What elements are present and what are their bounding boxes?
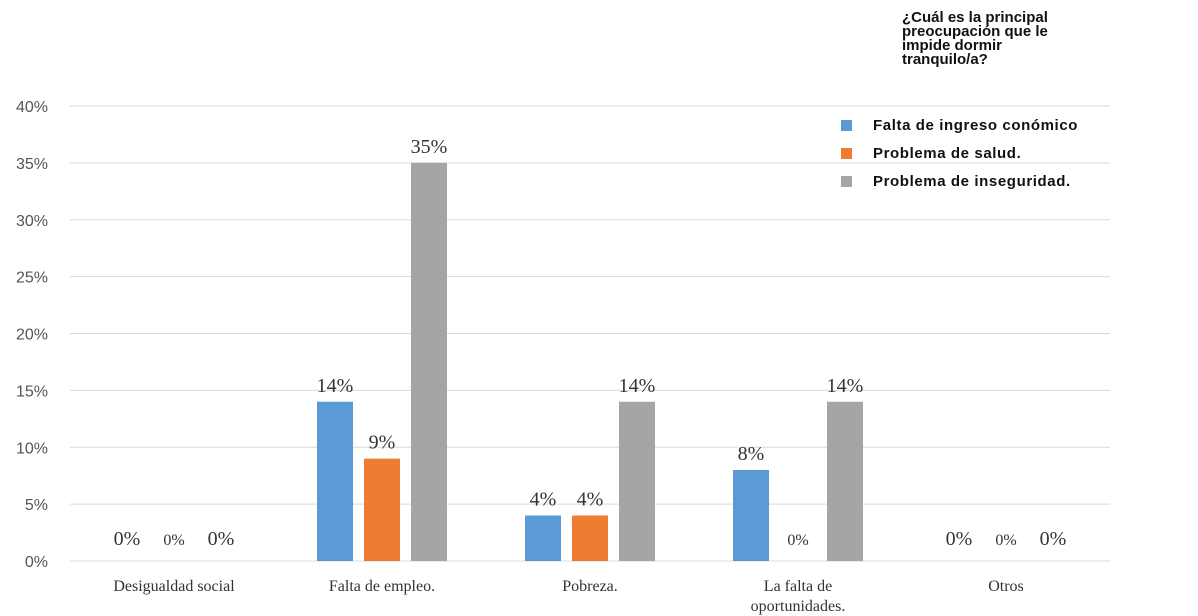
bars — [317, 162, 863, 561]
data-label: 35% — [411, 136, 448, 158]
category-label: Falta de empleo. — [329, 578, 435, 595]
data-label: 0% — [995, 532, 1016, 549]
data-label: 9% — [369, 432, 396, 454]
bar — [364, 458, 400, 561]
data-label: 0% — [946, 528, 973, 550]
category-label: Otros — [988, 578, 1024, 595]
y-tick-label: 15% — [16, 383, 48, 400]
data-label: 4% — [530, 489, 557, 511]
bar — [411, 162, 447, 561]
gridlines — [70, 105, 1110, 562]
bar — [317, 401, 353, 561]
x-axis-categories: Desigualdad social Falta de empleo. Pobrez… — [113, 578, 1023, 615]
y-tick-label: 0% — [25, 554, 48, 571]
legend-entry: Problema de salud. — [873, 145, 1021, 162]
legend-entry: Problema de inseguridad. — [873, 173, 1071, 190]
legend: Falta de ingreso conómico Problema de sal… — [841, 117, 1078, 190]
y-tick-label: 20% — [16, 327, 48, 344]
bar — [525, 515, 561, 561]
chart-title-line: preocupación que le — [902, 23, 1048, 40]
data-label: 4% — [577, 489, 604, 511]
chart-title-line: ¿Cuál es la principal — [902, 9, 1048, 26]
y-axis-ticks: 0% 5% 10% 15% 20% 25% 30% 35% 40% — [16, 99, 48, 571]
category-label: Pobreza. — [562, 578, 618, 595]
legend-swatch — [841, 120, 852, 131]
legend-swatch — [841, 176, 852, 187]
bar — [619, 401, 655, 561]
data-label: 0% — [114, 528, 141, 550]
data-label: 14% — [317, 375, 354, 397]
chart-title-line: impide dormir — [902, 37, 1002, 54]
data-labels: 0% 0% 0% 14% 9% 35% 4% 4% 14% 8% 0% 14% 0% 0% 0% — [114, 136, 1067, 550]
data-label: 0% — [208, 528, 235, 550]
y-tick-label: 25% — [16, 270, 48, 287]
category-label: La falta de — [764, 578, 832, 595]
data-label: 0% — [163, 532, 184, 549]
data-label: 14% — [619, 375, 656, 397]
y-tick-label: 10% — [16, 440, 48, 457]
category-label: Desigualdad social — [113, 578, 235, 595]
chart-title-line: tranquilo/a? — [902, 51, 988, 68]
y-tick-label: 30% — [16, 213, 48, 230]
bar — [572, 515, 608, 561]
data-label: 14% — [827, 375, 864, 397]
data-label: 0% — [1040, 528, 1067, 550]
bar — [733, 470, 769, 561]
y-tick-label: 40% — [16, 99, 48, 116]
bar — [827, 401, 863, 561]
data-label: 8% — [738, 443, 765, 465]
legend-entry: Falta de ingreso conómico — [873, 117, 1078, 134]
y-tick-label: 35% — [16, 156, 48, 173]
data-label: 0% — [787, 532, 808, 549]
category-label: oportunidades. — [751, 598, 846, 615]
legend-swatch — [841, 148, 852, 159]
y-tick-label: 5% — [25, 497, 48, 514]
